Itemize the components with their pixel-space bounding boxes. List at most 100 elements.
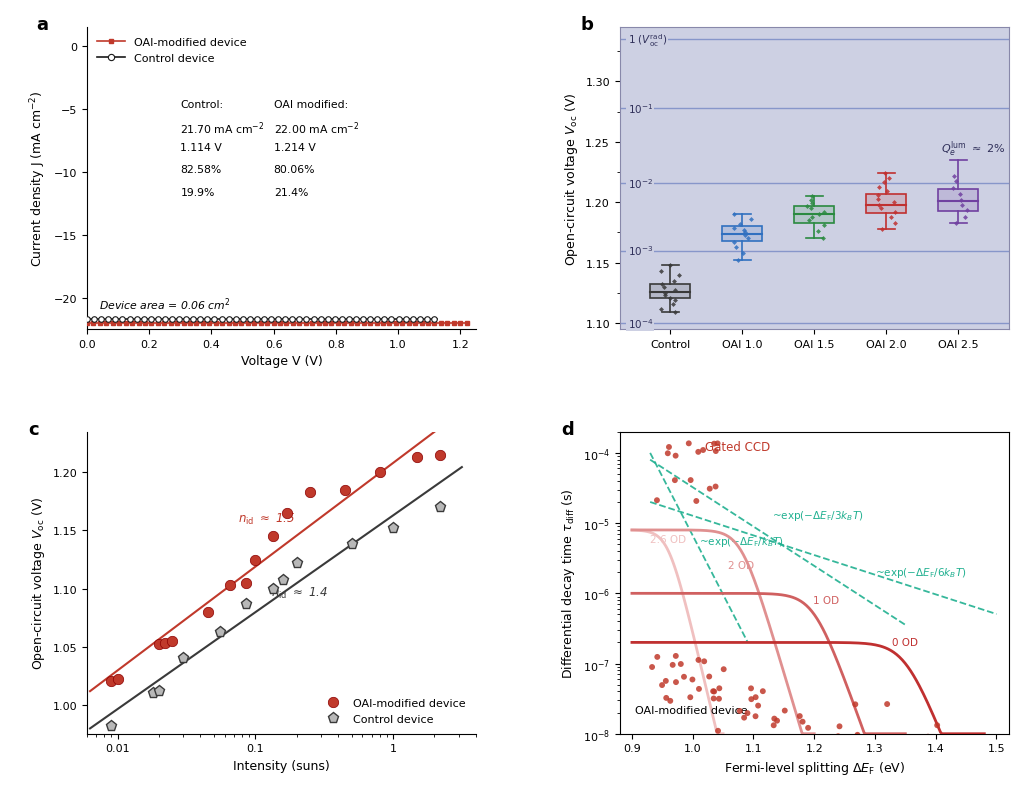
Point [748,710,764,723]
Point [776,704,793,717]
Y-axis label: Open-circuit voltage $V_{\rm oc}$ (V): Open-circuit voltage $V_{\rm oc}$ (V) [563,92,580,265]
Point [823,734,840,747]
Text: Device area = 0.06 cm$^{2}$: Device area = 0.06 cm$^{2}$ [99,296,231,312]
Point [822,731,839,743]
Text: 82.58%: 82.58% [180,165,221,175]
Point [705,685,721,698]
Text: 19.9%: 19.9% [180,188,215,197]
Text: OAI-modified device: OAI-modified device [635,705,748,715]
Point [696,731,713,744]
X-axis label: Voltage V (V): Voltage V (V) [241,355,323,368]
Point [772,734,788,747]
Point [984,734,1000,747]
Point [800,722,816,735]
Y-axis label: Current density J (mA cm$^{-2}$): Current density J (mA cm$^{-2}$) [29,91,48,267]
Text: $n_{\rm id}$ $\approx$ 1.4: $n_{\rm id}$ $\approx$ 1.4 [271,585,328,600]
Legend: OAI-modified device, Control device: OAI-modified device, Control device [317,694,470,728]
Point [649,494,666,507]
Point [813,734,829,747]
Point [879,698,895,711]
Point [971,734,987,747]
Point [742,682,759,695]
Text: $10^{-4}$: $10^{-4}$ [628,317,653,330]
Text: b: b [581,16,594,34]
Point [696,655,713,668]
Text: 1.214 V: 1.214 V [273,143,315,152]
Point [668,676,684,689]
Text: $10^{-1}$: $10^{-1}$ [628,102,653,115]
Point [887,734,903,747]
Point [688,495,705,508]
Point [769,715,785,727]
Text: 21.70 mA cm$^{-2}$: 21.70 mA cm$^{-2}$ [180,119,264,136]
Point [695,444,712,457]
Point [922,734,938,747]
Point [667,474,683,487]
Point [850,734,866,747]
Point [710,437,726,450]
Bar [866,195,906,214]
Text: ~exp($-\Delta E_{\rm F}/3k_BT$): ~exp($-\Delta E_{\rm F}/3k_BT$) [772,508,863,522]
Point [920,731,936,743]
Point [701,483,718,496]
Point [736,711,753,724]
Point [849,728,865,741]
Point [659,448,676,460]
Point [701,670,718,683]
Point [684,673,700,686]
Text: $n_{\rm id}$ $\approx$ 1.5: $n_{\rm id}$ $\approx$ 1.5 [239,512,295,527]
Text: ~exp($-\Delta E_{\rm F}/6k_BT$): ~exp($-\Delta E_{\rm F}/6k_BT$) [874,565,967,580]
Y-axis label: Open-circuit voltage $V_{\rm oc}$ (V): Open-circuit voltage $V_{\rm oc}$ (V) [30,496,47,670]
Point [887,734,903,747]
Point [894,734,910,747]
Point [849,730,865,743]
Text: 21.4%: 21.4% [273,188,308,197]
Text: $10^{-3}$: $10^{-3}$ [628,245,653,258]
Point [910,734,927,747]
Point [962,734,978,747]
Point [913,734,930,747]
Point [681,437,697,450]
Point [831,720,848,733]
Point [682,691,698,704]
Text: 2 OD: 2 OD [728,561,755,571]
Point [706,438,722,451]
Text: Gated CCD: Gated CCD [705,440,770,453]
Point [706,692,722,705]
Point [748,691,764,703]
Point [792,710,808,723]
Text: 80.06%: 80.06% [273,165,315,175]
Point [925,734,941,747]
Text: 1 OD: 1 OD [813,595,840,606]
Point [673,658,689,670]
X-axis label: Fermi-level splitting $\Delta E_{\rm F}$ (eV): Fermi-level splitting $\Delta E_{\rm F}$… [724,759,905,776]
Point [978,734,994,747]
Point [895,734,911,747]
Point [795,715,811,728]
Text: 1.114 V: 1.114 V [180,143,222,152]
Point [968,734,984,747]
Point [829,730,846,743]
Point [854,734,870,747]
Point [929,719,945,731]
Point [852,734,868,747]
Point [711,692,727,705]
Text: $10^{-2}$: $10^{-2}$ [628,176,652,191]
Text: 0 OD: 0 OD [892,638,919,647]
Point [663,695,679,707]
Point [658,691,675,704]
Point [977,734,993,747]
Point [952,734,969,747]
Point [942,734,958,747]
Point [657,674,674,687]
Point [750,699,766,712]
Bar [650,285,690,298]
Point [978,734,994,747]
Point [691,683,708,695]
Text: ~exp($-\Delta E_{\rm F}/k_BT$): ~exp($-\Delta E_{\rm F}/k_BT$) [698,535,783,549]
Point [690,654,707,666]
Bar [722,227,762,241]
Point [665,658,681,671]
Point [644,661,660,674]
Bar [794,207,835,224]
